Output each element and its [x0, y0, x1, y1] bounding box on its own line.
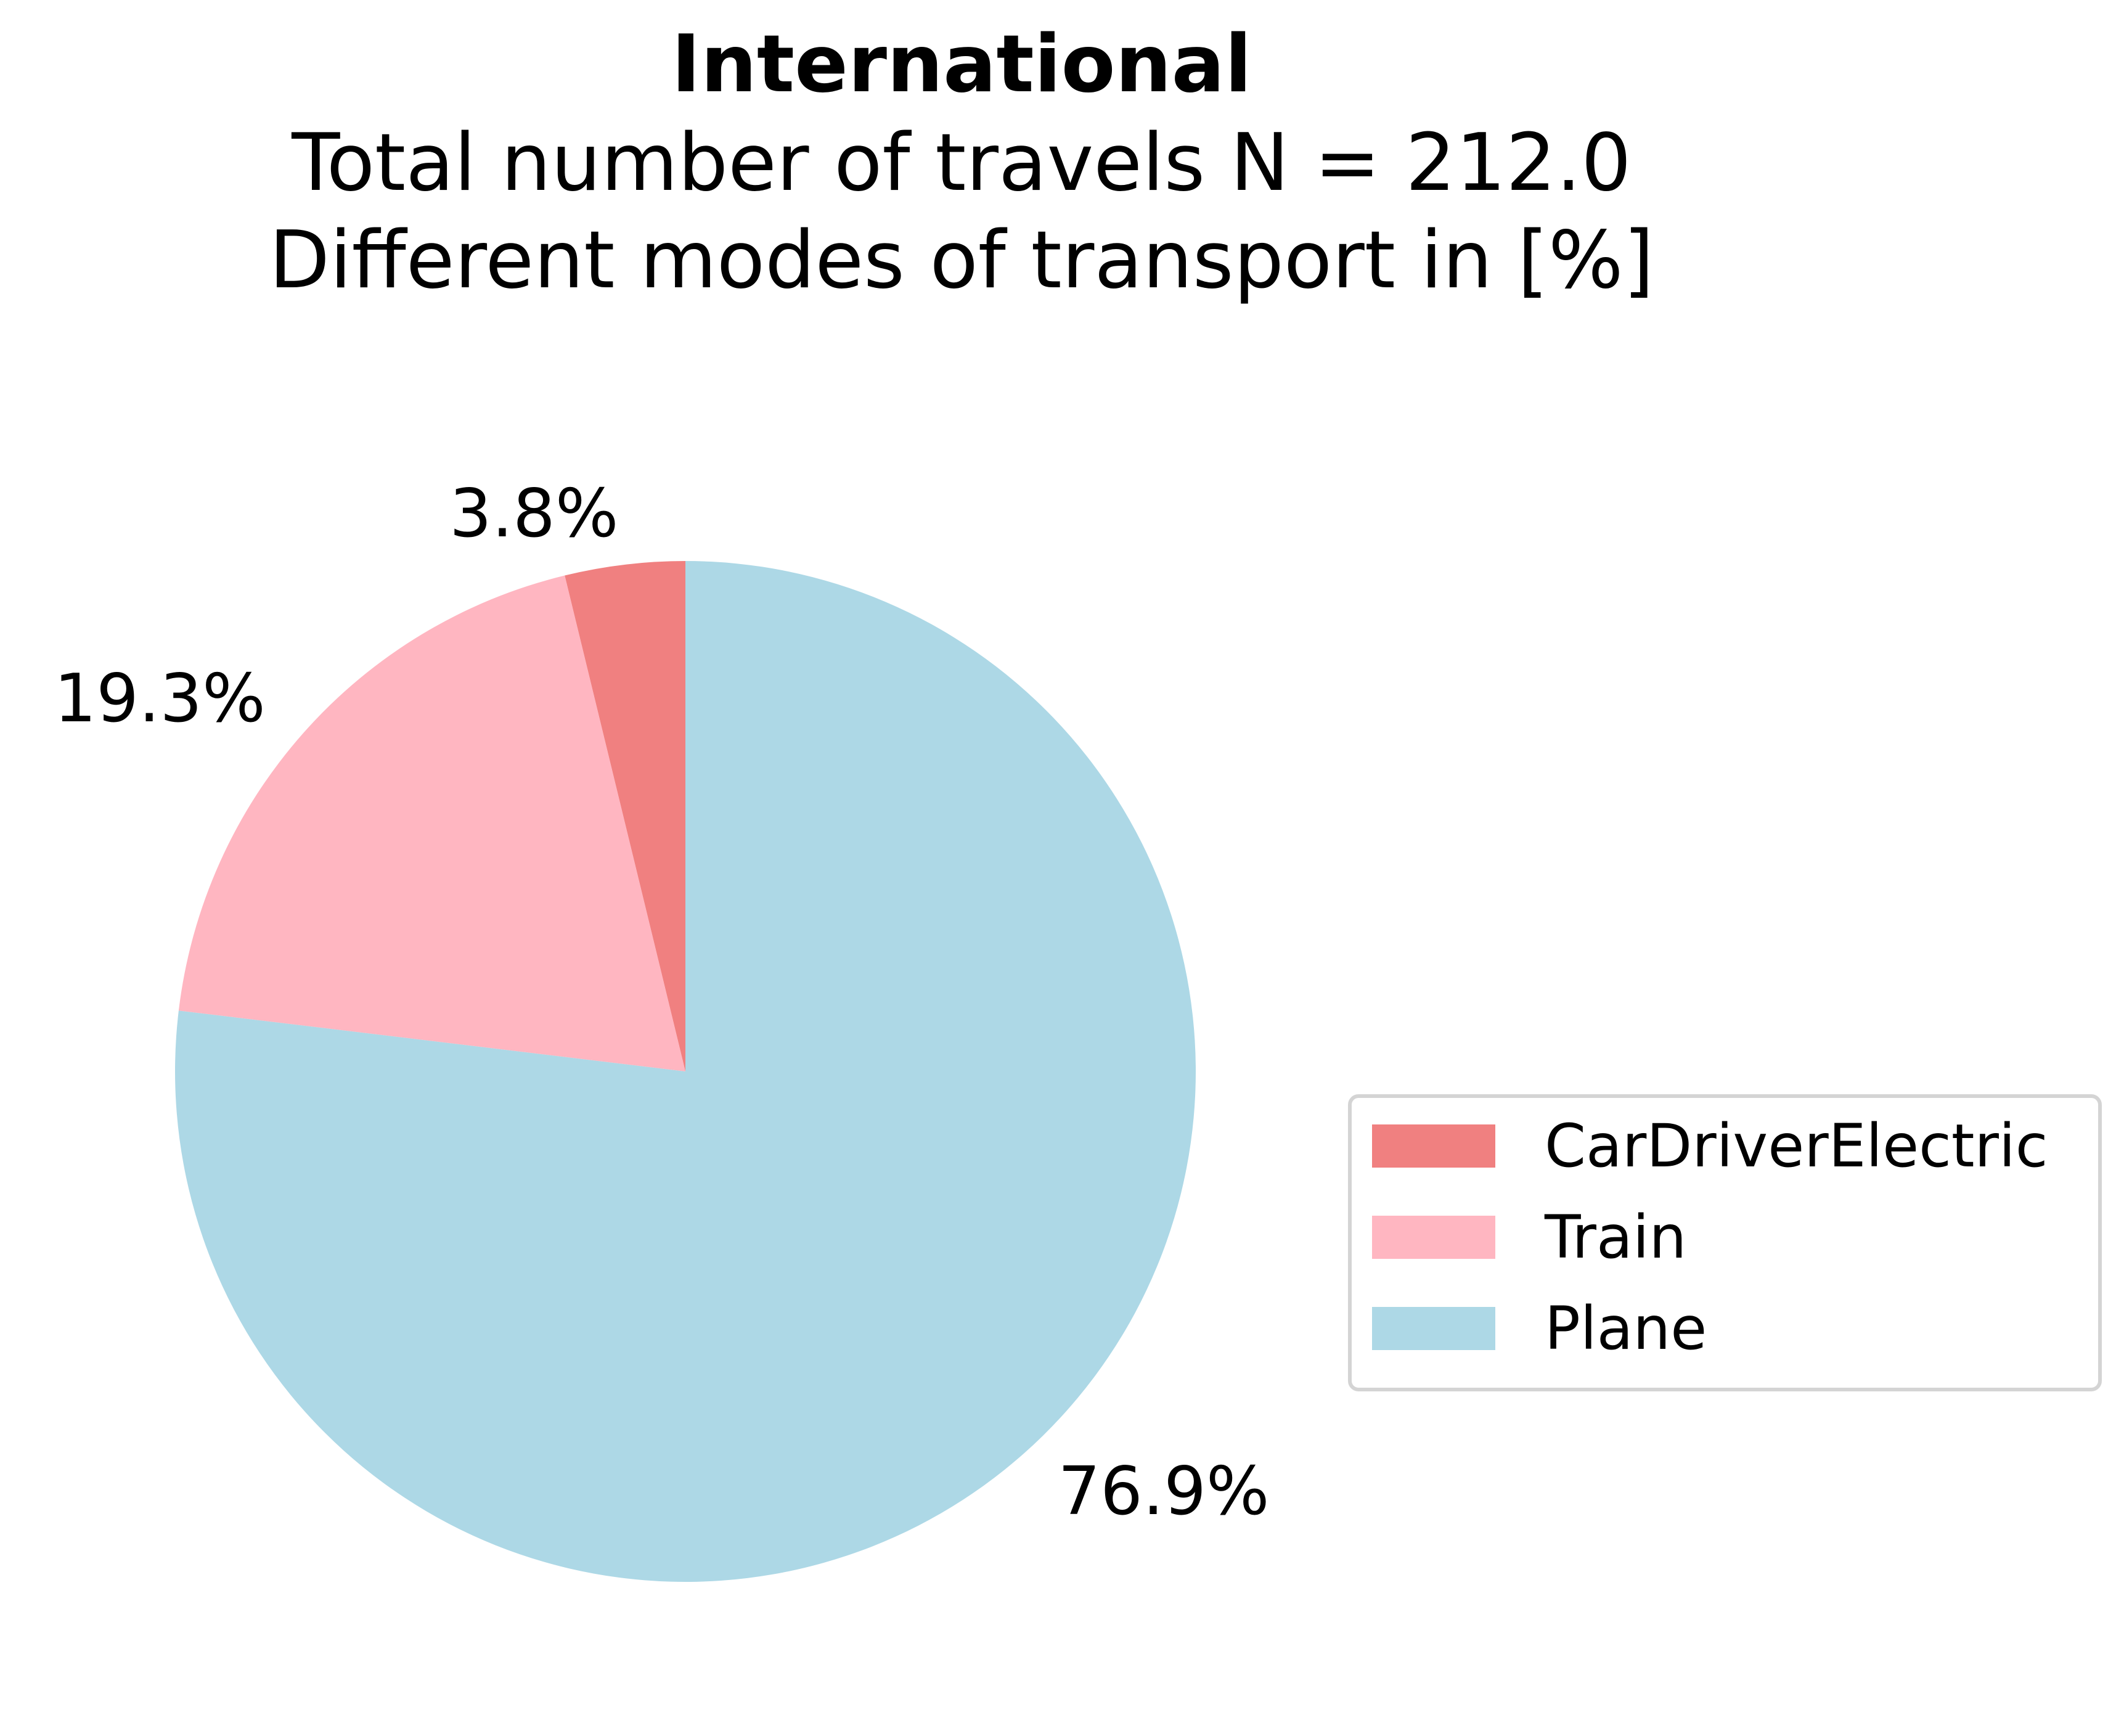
- legend: CarDriverElectric Train Plane: [1348, 1094, 2102, 1391]
- pie-value-labels: 3.8% 19.3% 76.9%: [54, 475, 1270, 1530]
- chart-title: International: [671, 18, 1252, 110]
- legend-swatch-plane: [1372, 1307, 1495, 1350]
- legend-frame: [1348, 1094, 2102, 1391]
- pie-slice-plane: [174, 561, 1196, 1582]
- pie-value-label-plane: 76.9%: [1058, 1453, 1269, 1530]
- legend-items: CarDriverElectric Train Plane: [1372, 1112, 2048, 1363]
- chart-subtitle-line-1: Total number of travels N = 212.0: [291, 117, 1631, 209]
- pie-slices: [174, 561, 1196, 1582]
- pie-value-label-cardriverelectric: 3.8%: [449, 475, 618, 552]
- legend-label-plane: Plane: [1545, 1294, 1707, 1363]
- legend-label-cardriverelectric: CarDriverElectric: [1545, 1112, 2048, 1181]
- legend-label-train: Train: [1544, 1203, 1686, 1272]
- chart-subtitle-line-2: Different modes of transport in [%]: [269, 215, 1654, 306]
- pie-slice-train: [178, 575, 685, 1071]
- legend-swatch-cardriverelectric: [1372, 1124, 1495, 1168]
- pie-slice-cardriverelectric: [565, 561, 685, 1071]
- pie-value-label-train: 19.3%: [54, 660, 266, 737]
- legend-swatch-train: [1372, 1216, 1495, 1259]
